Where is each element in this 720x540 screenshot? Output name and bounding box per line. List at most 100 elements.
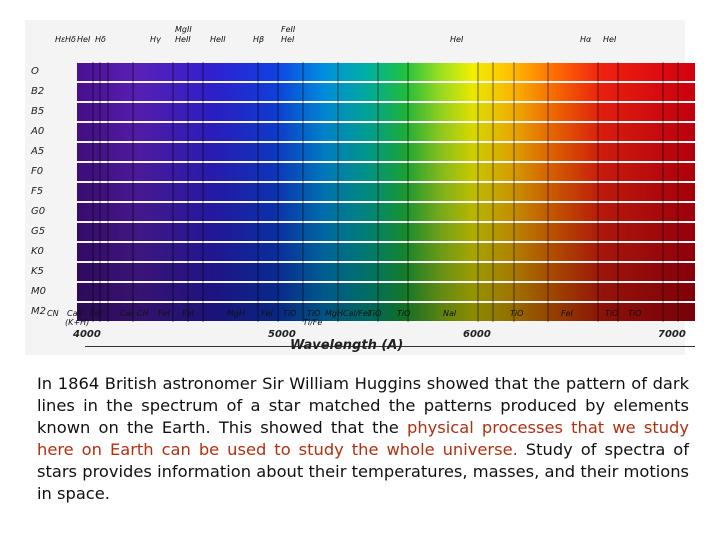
bottom-line-label: TiO [510,309,524,318]
bottom-line-label: FeI [261,309,273,318]
row-shade [77,303,695,321]
row-shade [77,243,695,261]
spectral-class: K5 [31,266,44,277]
spectral-class: F5 [31,186,44,197]
top-line-label: Hβ [253,35,265,44]
highlight: physical processes that we study here on… [37,418,689,459]
row-shade [77,103,695,121]
spectral-class: A0 [31,126,45,137]
absorption-line [99,62,101,322]
spectral-class: M2 [31,306,46,317]
absorption-line [662,62,664,322]
bottom-line-label: CN [47,309,59,318]
row-shade [77,203,695,221]
spectral-class: G0 [31,206,46,217]
spectrum-row [77,103,695,121]
bottom-line-label: TiO [307,309,321,318]
bottom-line-label: FeI [90,309,102,318]
spectral-class: O [31,66,39,77]
axis-tick-label: 6000 [463,329,491,340]
row-shade [77,283,695,301]
bottom-line-label: CH [137,309,149,318]
spectrum-row [77,243,695,261]
paragraph: In 1864 British astronomer Sir William H… [37,373,689,505]
absorption-line [547,62,549,322]
spectral-class: B2 [31,86,45,97]
top-line-label: Hε [55,35,66,44]
absorption-line [107,62,109,322]
axis-line [85,346,695,347]
top-line-label: HeI [450,35,464,44]
spectrum-row [77,183,695,201]
absorption-line [377,62,379,322]
bottom-line-label: TiO [628,309,642,318]
row-shade [77,183,695,201]
spectrum-row [77,163,695,181]
spectrum-row [77,123,695,141]
spectral-class: M0 [31,286,46,297]
bottom-line-label: MgH [325,309,343,318]
spectral-class: A5 [31,146,45,157]
spectrum-row [77,223,695,241]
absorption-line [513,62,515,322]
absorption-line [277,62,279,322]
top-line-label: Hδ [95,35,106,44]
spectrum-row [77,303,695,321]
row-shade [77,123,695,141]
top-line-label: HeII [175,35,191,44]
spectrum-figure: Wavelength (A) O B2 B5 A0 A5 F0 F5 G0 G5 K0 K5 M0 M2… [25,20,695,355]
axis-tick-label: 4000 [73,329,101,340]
spectrum-row [77,203,695,221]
spectral-class: F0 [31,166,44,177]
absorption-line [257,62,259,322]
text: Study of spectra of stars provides infor… [37,440,689,503]
spectrum-row [77,143,695,161]
spectrum-row [77,83,695,101]
bottom-line-label: Cal/FeI [343,309,371,318]
text: In 1864 British astronomer Sir William H… [37,374,689,437]
absorption-line [172,62,174,322]
axis-label: Wavelength (A) [290,338,404,353]
absorption-line [187,62,189,322]
absorption-line [477,62,479,322]
spectral-class: G5 [31,226,46,237]
row-shade [77,223,695,241]
bottom-line-label: FeI [182,309,194,318]
row-shade [77,163,695,181]
bottom-note: (K+H) [65,318,90,327]
absorption-line [492,62,494,322]
top-line-label: HeII [210,35,226,44]
absorption-line [337,62,339,322]
axis-tick-label: 5000 [268,329,296,340]
top-line-label: HeI [77,35,91,44]
bottom-line-label: TiO [397,309,411,318]
absorption-line [597,62,599,322]
absorption-line [92,62,94,322]
absorption-line [617,62,619,322]
absorption-line [132,62,134,322]
bottom-line-label: FeI [561,309,573,318]
row-shade [77,263,695,281]
absorption-line [677,62,679,322]
bottom-line-label: MgH [227,309,245,318]
spectrum-row [77,283,695,301]
bottom-line-label: TiO [605,309,619,318]
absorption-line [202,62,204,322]
top-line-label: Hα [580,35,592,44]
bottom-line-label: CaI [120,309,133,318]
row-shade [77,83,695,101]
bottom-line-label: TiO [368,309,382,318]
spectra [77,62,695,322]
top-line-label: HeI [603,35,617,44]
bottom-line-label: TiO [283,309,297,318]
top-line-label: HeI [281,35,295,44]
spectral-class: K0 [31,246,44,257]
axis-tick-label: 7000 [658,329,686,340]
top-line-label: MgII [175,25,192,34]
top-line-label: Hδ [65,35,76,44]
spectral-class: B5 [31,106,45,117]
bottom-note: Ti/Fe [303,318,323,327]
bottom-line-label: FeI [158,309,170,318]
absorption-line [407,62,409,322]
